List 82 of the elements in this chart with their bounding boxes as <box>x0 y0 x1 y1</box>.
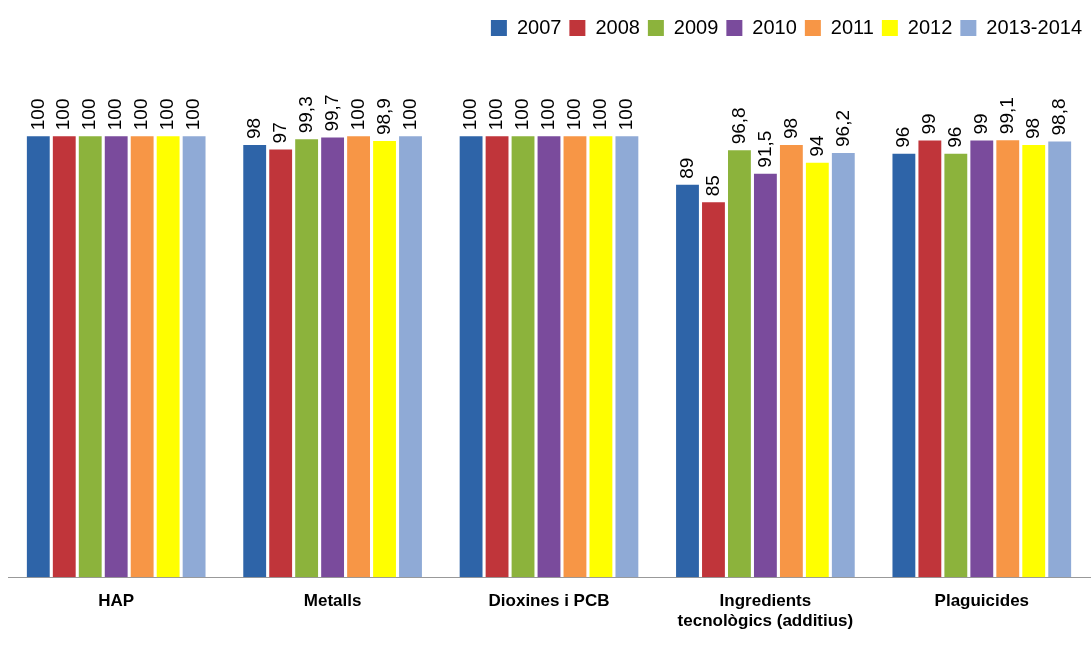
legend-label: 2011 <box>830 15 874 38</box>
data-label: 100 <box>563 98 585 131</box>
data-label: 100 <box>104 98 126 131</box>
legend-label: 2009 <box>673 15 719 38</box>
data-label: 98,8 <box>1047 98 1069 136</box>
x-tick-label: Dioxines i PCB <box>488 591 610 611</box>
legend-label: 2010 <box>752 15 797 38</box>
data-label: 100 <box>52 98 74 131</box>
data-label: 91,5 <box>753 130 775 168</box>
data-label: 89 <box>675 157 697 179</box>
legend-label: 2008 <box>595 15 640 38</box>
bar <box>1048 141 1072 578</box>
x-tick-label: Metalls <box>303 591 362 611</box>
bar <box>702 202 725 578</box>
data-label: 96 <box>892 126 914 148</box>
bar <box>156 136 180 578</box>
data-label: 100 <box>485 98 507 131</box>
x-tick-label: Plaguicides <box>934 591 1030 611</box>
data-label: 96 <box>944 126 966 148</box>
data-label: 98 <box>242 117 264 140</box>
bar <box>347 136 370 578</box>
data-label: 100 <box>346 98 368 131</box>
data-label: 100 <box>26 98 48 131</box>
bar <box>918 140 942 578</box>
bar <box>589 136 613 578</box>
data-label: 85 <box>701 175 723 197</box>
data-label: 98,9 <box>372 98 394 136</box>
bar <box>831 152 855 578</box>
bar <box>805 162 829 578</box>
bar <box>78 136 102 578</box>
data-label: 99,3 <box>294 96 316 134</box>
bar <box>295 139 319 578</box>
bar <box>728 150 751 578</box>
bar <box>373 141 396 578</box>
bar <box>130 136 154 578</box>
bar <box>676 184 699 578</box>
bar <box>537 136 561 578</box>
bar <box>944 153 968 578</box>
data-label: 100 <box>398 98 420 131</box>
data-label: 99,1 <box>996 97 1017 135</box>
bar <box>892 153 916 578</box>
data-label: 100 <box>156 98 178 131</box>
bar <box>26 136 50 578</box>
data-label: 100 <box>459 98 481 131</box>
data-label: 99 <box>918 113 940 135</box>
bar <box>243 145 267 578</box>
x-tick-label: HAP <box>98 591 135 611</box>
data-label: 100 <box>511 98 533 131</box>
bar <box>511 136 535 578</box>
bar <box>485 136 509 578</box>
bar <box>753 173 777 578</box>
data-label: 99,7 <box>320 94 342 132</box>
legend-label: 2012 <box>907 15 953 38</box>
legend-label: 2007 <box>516 15 562 38</box>
bar <box>563 136 587 578</box>
data-label: 96,2 <box>831 109 853 147</box>
bar <box>399 136 422 578</box>
data-label: 100 <box>615 98 637 131</box>
data-label: 94 <box>805 135 827 157</box>
bar <box>996 140 1020 578</box>
bar <box>1022 145 1046 578</box>
bar <box>104 136 128 578</box>
legend-label: 2013-2014 <box>986 15 1083 38</box>
bar <box>269 149 293 578</box>
data-label: 100 <box>589 98 611 131</box>
data-label: 97 <box>268 122 290 144</box>
data-label: 96,8 <box>727 107 749 145</box>
data-label: 99 <box>970 113 992 135</box>
data-label: 100 <box>130 98 152 131</box>
data-label: 100 <box>537 98 559 131</box>
bar <box>779 145 803 578</box>
bar <box>459 136 483 578</box>
bar <box>321 137 345 578</box>
data-label: 98 <box>1021 117 1043 140</box>
bar <box>615 136 639 578</box>
data-label: 100 <box>78 98 100 131</box>
bar <box>52 136 76 578</box>
data-label: 100 <box>182 98 204 131</box>
x-tick-label: Ingredients tecnològics (additius) <box>677 591 854 631</box>
data-label: 98 <box>779 117 801 140</box>
bar <box>182 136 206 578</box>
bar <box>970 140 994 578</box>
